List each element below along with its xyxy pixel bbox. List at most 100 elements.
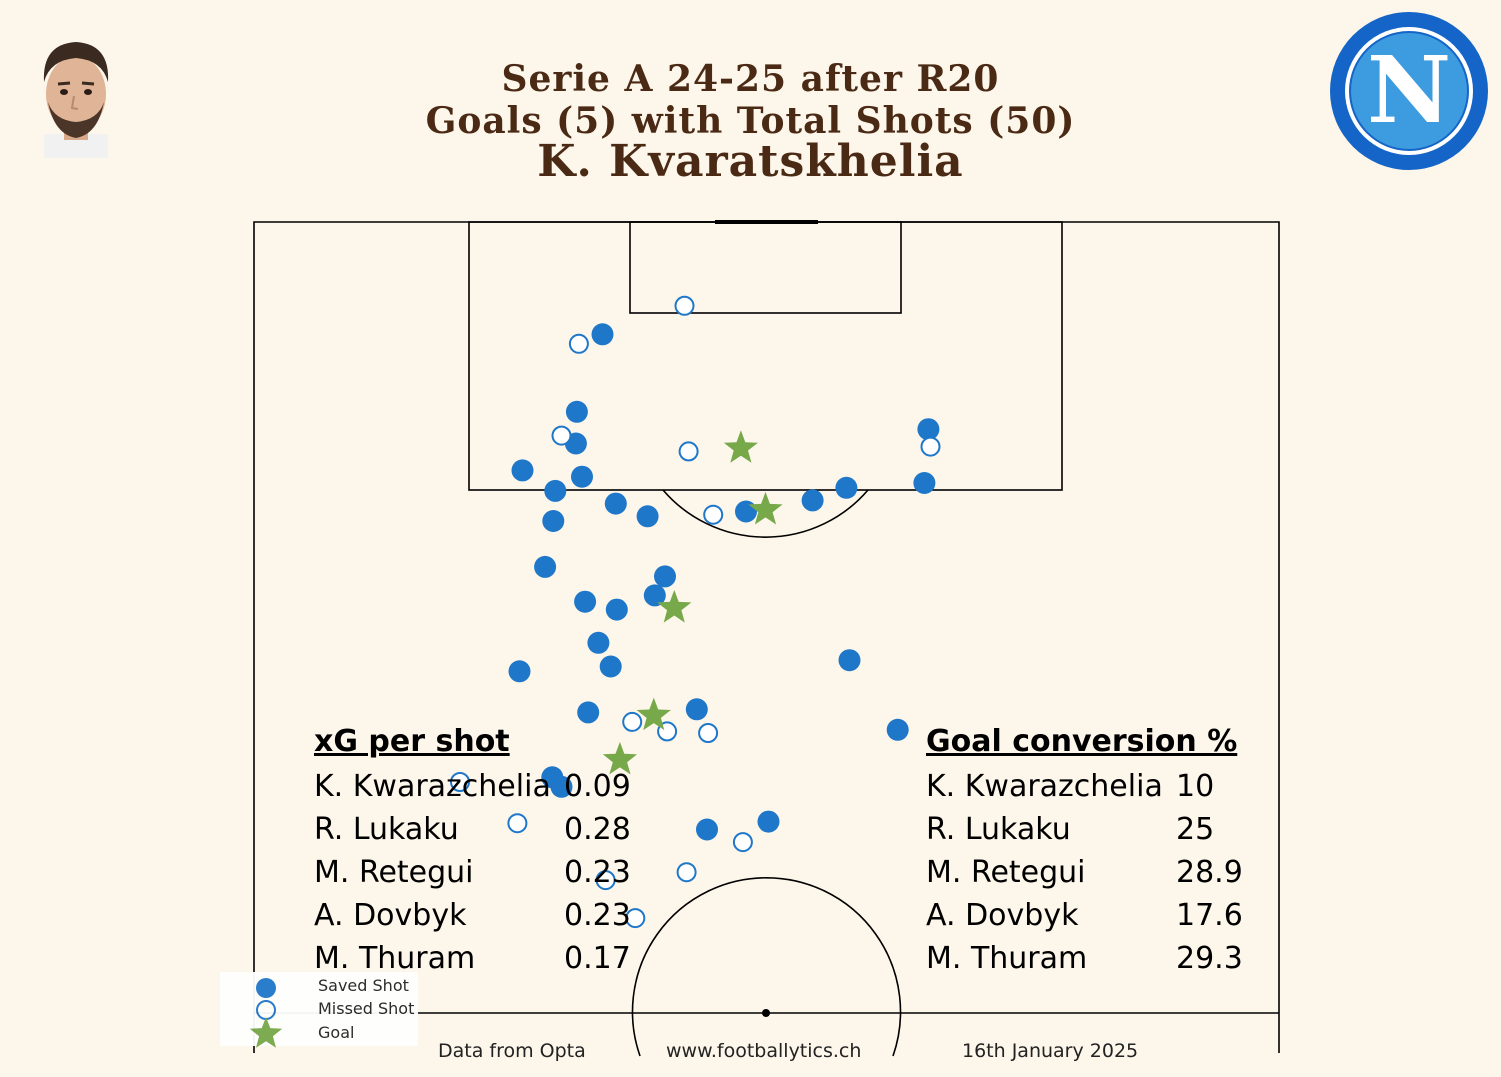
player-name-title: K. Kvaratskhelia bbox=[537, 136, 964, 187]
legend: Saved Shot Missed Shot Goal bbox=[220, 972, 418, 1048]
conversion-row-name: A. Dovbyk bbox=[926, 898, 1079, 933]
xg-row-value: 0.23 bbox=[564, 855, 631, 890]
xg-row-name: M. Retegui bbox=[314, 855, 474, 890]
conversion-row-name: M. Thuram bbox=[926, 941, 1088, 976]
saved-shot-marker bbox=[838, 649, 861, 672]
xg-per-shot-panel: xG per shot K. Kwarazchelia 0.09 R. Lukak… bbox=[314, 724, 654, 980]
xg-row: R. Lukaku 0.28 bbox=[314, 808, 654, 851]
missed-shot-marker bbox=[698, 723, 719, 743]
xg-row-value: 0.09 bbox=[564, 769, 631, 804]
club-logo-icon: N bbox=[1330, 12, 1488, 170]
club-logo-letter: N bbox=[1367, 36, 1451, 144]
legend-goal-label: Goal bbox=[318, 1023, 355, 1042]
centre-spot bbox=[762, 1009, 770, 1017]
missed-shot-marker bbox=[703, 504, 724, 525]
saved-shot-marker bbox=[636, 505, 659, 528]
xg-row-name: A. Dovbyk bbox=[314, 898, 467, 933]
saved-shot-marker bbox=[886, 718, 909, 741]
saved-shot-marker bbox=[542, 510, 565, 532]
conversion-row-value: 29.3 bbox=[1176, 941, 1243, 976]
goal-marker bbox=[657, 590, 692, 623]
saved-shot-marker bbox=[591, 323, 614, 346]
saved-shot-marker bbox=[574, 590, 597, 613]
goal-marker bbox=[602, 741, 637, 775]
conversion-row-value: 25 bbox=[1176, 812, 1215, 847]
player-photo bbox=[43, 42, 109, 158]
xg-row: M. Thuram 0.17 bbox=[314, 937, 654, 980]
legend-goal-marker bbox=[249, 1017, 283, 1048]
missed-shot-marker bbox=[450, 772, 470, 792]
saved-shot-marker bbox=[511, 459, 534, 482]
saved-shot-marker bbox=[605, 598, 628, 621]
saved-shot-marker bbox=[735, 500, 757, 523]
saved-shot-marker bbox=[544, 479, 567, 502]
saved-shot-marker bbox=[685, 698, 708, 721]
legend-saved-label: Saved Shot bbox=[318, 976, 409, 995]
saved-shot-marker bbox=[599, 655, 622, 678]
missed-shot-marker bbox=[676, 862, 697, 883]
saved-shot-marker bbox=[587, 631, 610, 654]
conversion-row: R. Lukaku 25 bbox=[926, 808, 1266, 851]
conversion-row: K. Kwarazchelia 10 bbox=[926, 765, 1266, 808]
saved-shot-marker bbox=[565, 400, 588, 423]
saved-shot-marker bbox=[757, 810, 780, 833]
chart-title-line1: Serie A 24-25 after R20 bbox=[501, 58, 1000, 100]
conversion-row: M. Retegui 28.9 bbox=[926, 851, 1266, 894]
chart-title-line2: Goals (5) with Total Shots (50) bbox=[425, 100, 1076, 142]
conversion-heading: Goal conversion % bbox=[926, 724, 1238, 759]
xg-row: M. Retegui 0.23 bbox=[314, 851, 654, 894]
legend-saved-marker bbox=[256, 978, 276, 998]
xg-row-value: 0.17 bbox=[564, 941, 631, 976]
xg-row: K. Kwarazchelia 0.09 bbox=[314, 765, 654, 808]
missed-shot-marker bbox=[507, 813, 528, 834]
saved-shot-marker bbox=[654, 565, 676, 588]
footer-date: 16th January 2025 bbox=[962, 1040, 1139, 1062]
missed-shot-marker bbox=[622, 711, 643, 732]
missed-shot-marker bbox=[625, 908, 646, 929]
missed-shot-marker bbox=[678, 441, 699, 462]
missed-shot-marker bbox=[595, 870, 616, 891]
conversion-row-name: R. Lukaku bbox=[926, 812, 1071, 847]
goal-conversion-panel: Goal conversion % K. Kwarazchelia 10 R. L… bbox=[926, 724, 1266, 980]
goal-marker bbox=[748, 491, 783, 525]
saved-shot-marker bbox=[835, 476, 858, 499]
saved-shot-marker bbox=[917, 418, 940, 441]
missed-shot-marker bbox=[732, 832, 753, 853]
conversion-row: M. Thuram 29.3 bbox=[926, 937, 1266, 980]
missed-shot-marker bbox=[920, 436, 941, 457]
missed-shot-marker bbox=[568, 333, 589, 354]
saved-shot-marker bbox=[571, 465, 593, 488]
conversion-row: A. Dovbyk 17.6 bbox=[926, 894, 1266, 937]
xg-row-name: K. Kwarazchelia bbox=[314, 769, 551, 804]
conversion-row-value: 10 bbox=[1176, 769, 1215, 804]
six-yard-box bbox=[629, 221, 902, 314]
conversion-row-value: 17.6 bbox=[1176, 898, 1243, 933]
centre-circle bbox=[631, 877, 902, 1057]
xg-row-value: 0.28 bbox=[564, 812, 631, 847]
missed-shot-marker bbox=[674, 295, 695, 316]
penalty-area bbox=[468, 221, 1063, 491]
footer-site: www.footballytics.ch bbox=[666, 1040, 862, 1062]
saved-shot-marker bbox=[508, 660, 531, 683]
xg-row: A. Dovbyk 0.23 bbox=[314, 894, 654, 937]
penalty-arc bbox=[662, 489, 869, 538]
conversion-row-value: 28.9 bbox=[1176, 855, 1243, 890]
saved-shot-marker bbox=[534, 555, 557, 578]
saved-shot-marker bbox=[550, 775, 573, 798]
saved-shot-marker bbox=[696, 818, 718, 841]
xg-row-name: R. Lukaku bbox=[314, 812, 459, 847]
shots-layer bbox=[450, 295, 941, 929]
saved-shot-marker bbox=[604, 492, 627, 515]
saved-shot-marker bbox=[643, 584, 666, 607]
saved-shot-marker bbox=[801, 489, 824, 512]
xg-row-name: M. Thuram bbox=[314, 941, 476, 976]
goal-marker bbox=[636, 697, 671, 731]
xg-row-value: 0.23 bbox=[564, 898, 631, 933]
conversion-row-name: K. Kwarazchelia bbox=[926, 769, 1163, 804]
footer-source: Data from Opta bbox=[438, 1040, 586, 1062]
goal-marker bbox=[723, 430, 758, 463]
conversion-row-name: M. Retegui bbox=[926, 855, 1086, 890]
legend-missed-label: Missed Shot bbox=[318, 999, 415, 1018]
missed-shot-marker bbox=[551, 425, 572, 446]
